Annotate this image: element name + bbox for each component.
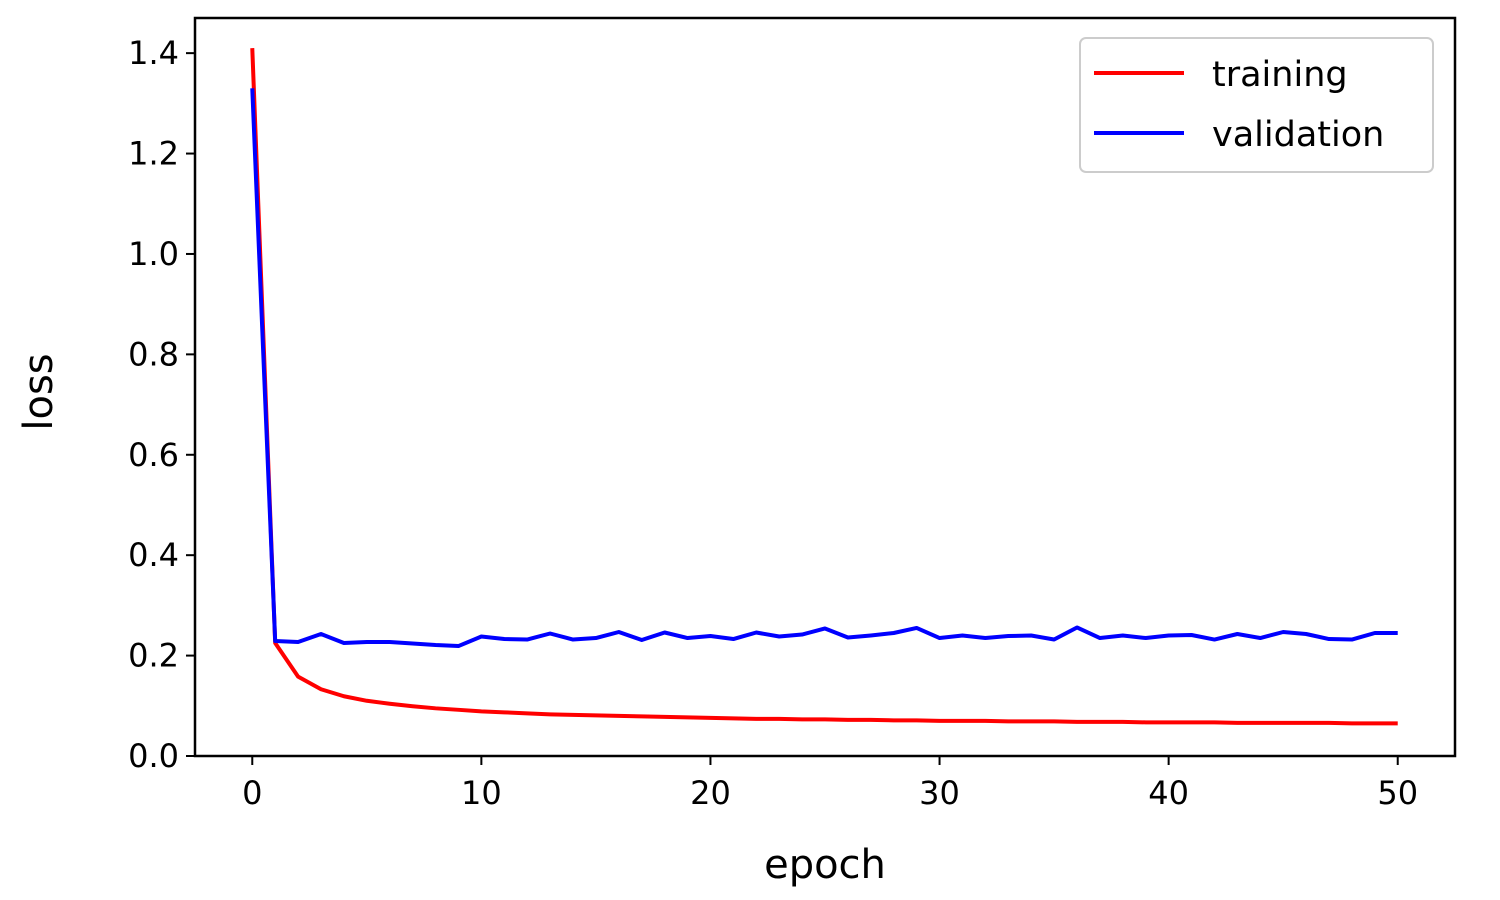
x-axis-label: epoch	[764, 842, 886, 888]
y-tick-label: 0.8	[128, 335, 179, 373]
x-tick-label: 40	[1148, 774, 1189, 812]
series-layer	[250, 48, 1398, 726]
y-tick-label: 1.0	[128, 235, 179, 273]
y-tick-label: 0.4	[128, 536, 179, 574]
x-axis: 0 10 20 30 40 50	[242, 756, 1418, 812]
legend: training validation	[1079, 37, 1434, 173]
x-tick-label: 50	[1377, 774, 1418, 812]
y-tick-label: 0.0	[128, 737, 179, 775]
x-tick-label: 10	[461, 774, 502, 812]
y-tick-label: 0.6	[128, 436, 179, 474]
y-tick-label: 1.4	[128, 34, 179, 72]
series-line-validation	[250, 88, 1398, 649]
legend-label-validation: validation	[1212, 115, 1384, 155]
x-tick-label: 0	[242, 774, 262, 812]
plot-frame	[193, 16, 1457, 758]
legend-label-training: training	[1212, 55, 1348, 95]
series-line-training	[250, 48, 1398, 726]
y-tick-label: 0.2	[128, 637, 179, 675]
x-tick-label: 30	[919, 774, 960, 812]
y-tick-label: 1.2	[128, 135, 179, 173]
y-axis: 0.0 0.2 0.4 0.6 0.8 1.0 1.2 1.4	[128, 34, 195, 775]
x-tick-label: 20	[690, 774, 731, 812]
y-axis-label: loss	[16, 353, 62, 430]
